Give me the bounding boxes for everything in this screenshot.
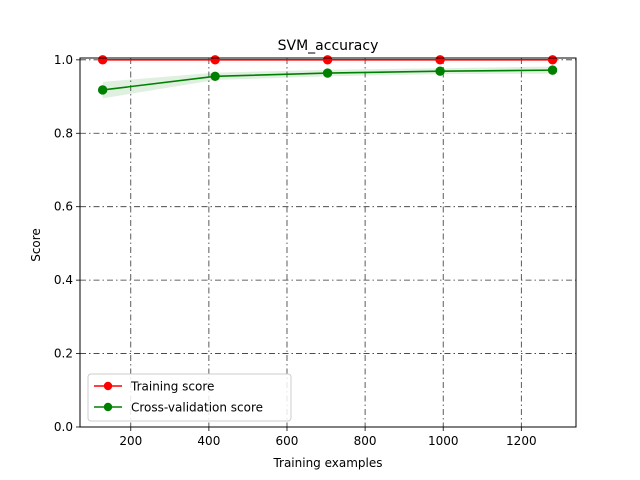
data-point: [547, 55, 558, 65]
legend-label: Training score: [130, 380, 214, 394]
data-point: [322, 55, 333, 65]
data-point: [97, 85, 108, 95]
y-axis-label: Score: [29, 228, 43, 262]
data-point: [547, 65, 558, 75]
y-tick-label: 1.0: [54, 53, 73, 67]
x-tick-label: 1200: [506, 434, 537, 448]
y-tick-label: 0.6: [54, 200, 73, 214]
y-tick-label: 0.4: [54, 273, 73, 287]
y-tick-label: 0.8: [54, 126, 73, 140]
legend-marker: [103, 381, 113, 391]
x-tick-label: 600: [276, 434, 299, 448]
grid-lines: [80, 58, 576, 428]
x-tick-label: 1000: [428, 434, 459, 448]
data-point: [435, 55, 445, 65]
axis-ticks: 200 400 600 800 1000 1200 0.0 0.2 0.4 0.6 0.8 1.0: [54, 53, 537, 448]
data-point: [97, 55, 108, 65]
legend: Training score Cross-validation score: [87, 373, 292, 422]
x-tick-label: 400: [197, 434, 220, 448]
chart-title: SVM_accuracy: [278, 38, 379, 54]
data-point: [435, 66, 445, 76]
x-tick-label: 800: [354, 434, 377, 448]
data-point: [322, 68, 333, 78]
data-point: [210, 71, 220, 82]
x-axis-label: Training examples: [272, 456, 382, 470]
axes-frame: [79, 57, 577, 428]
legend-box: [87, 373, 292, 422]
legend-marker: [103, 402, 113, 412]
y-tick-label: 0.2: [54, 347, 73, 361]
data-series: [97, 55, 558, 95]
legend-label: Cross-validation score: [131, 401, 263, 415]
data-point: [210, 55, 220, 65]
y-tick-label: 0.0: [54, 420, 73, 434]
x-tick-label: 200: [119, 434, 142, 448]
